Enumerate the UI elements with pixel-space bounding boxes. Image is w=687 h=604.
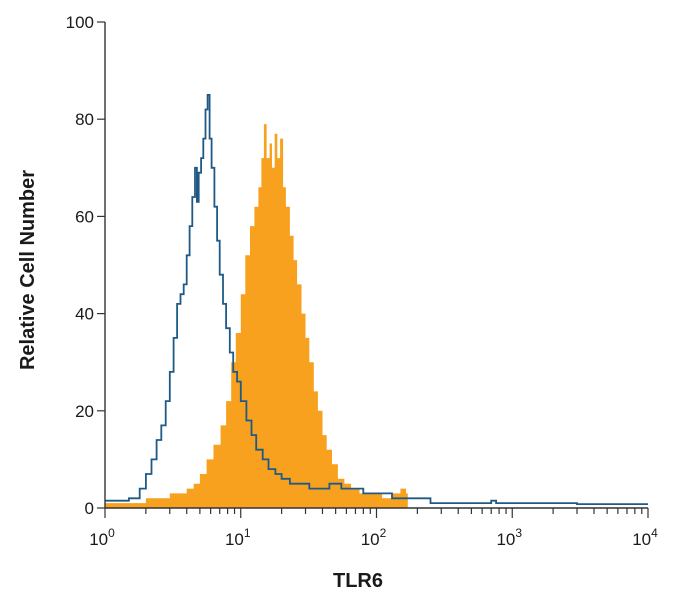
y-tick-label: 60 <box>75 207 94 226</box>
y-axis-title: Relative Cell Number <box>17 170 39 370</box>
x-ticks: 100 101 102 103 104 <box>89 508 658 549</box>
x-tick-label: 102 <box>361 526 387 549</box>
y-tick-label: 40 <box>75 305 94 324</box>
orange-filled-histogram <box>105 124 408 508</box>
x-tick-label: 103 <box>496 526 522 549</box>
x-axis-title: TLR6 <box>333 570 383 592</box>
y-ticks: 0 20 40 60 80 100 <box>66 13 105 518</box>
blue-outline-histogram <box>105 94 648 505</box>
filled-histogram-area <box>105 124 408 508</box>
y-tick-label: 20 <box>75 402 94 421</box>
outline-histogram-line <box>105 94 648 505</box>
x-tick-label: 101 <box>225 526 251 549</box>
y-tick-label: 80 <box>75 110 94 129</box>
x-tick-label: 104 <box>632 526 658 549</box>
x-tick-label: 100 <box>89 526 115 549</box>
y-tick-label: 100 <box>66 13 94 32</box>
y-tick-label: 0 <box>85 499 94 518</box>
